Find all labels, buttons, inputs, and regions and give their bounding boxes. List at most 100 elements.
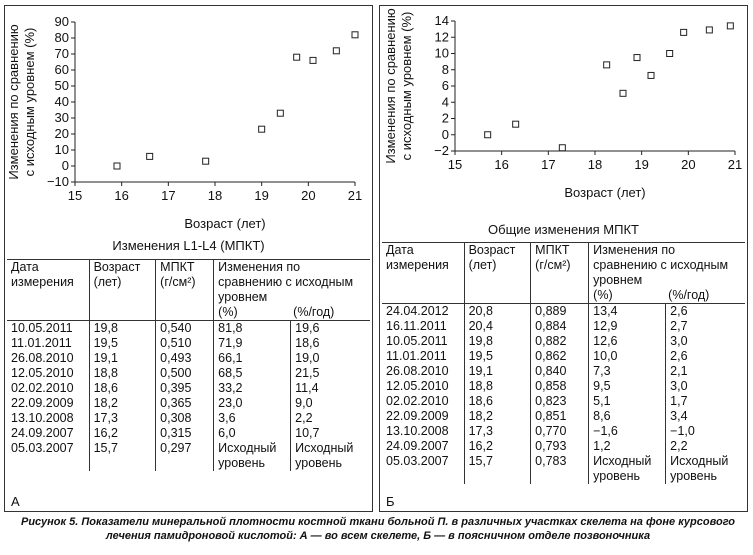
data-point	[558, 144, 566, 152]
x-axis-label: Возраст (лет)	[184, 216, 265, 231]
table-cell: 0,823	[530, 394, 589, 409]
table-header-cell: Изменения по сравнению с исходным уровне…	[213, 259, 370, 321]
table-cell: 19,5	[463, 349, 531, 364]
table-cell: 23,0	[213, 396, 291, 411]
table-cell: 15,7	[88, 441, 156, 471]
table-cell: 11,4	[290, 381, 370, 396]
y-tick-label: 0	[442, 127, 449, 142]
table-cell: 24.04.2012	[386, 304, 449, 318]
x-tick-label: 15	[68, 188, 82, 203]
table-cell: 26.08.2010	[386, 364, 449, 378]
table-cell: 2,7	[665, 319, 745, 334]
table-cell: 19,6	[290, 320, 370, 336]
data-point	[309, 56, 317, 64]
y-axis-label: Изменения по сравнениюс исходным уровнем…	[6, 24, 37, 180]
x-axis-label: Возраст (лет)	[564, 185, 645, 200]
table-row: 16.11.2011 20,4 0,884 12,9 2,7	[382, 319, 745, 334]
x-tick-label: 15	[448, 157, 462, 172]
table-row: 10.05.2011 19,8 0,882 12,6 3,0	[382, 334, 745, 349]
table-row: 05.03.2007 15,7 0,297 Исходный уровень Исход…	[7, 441, 370, 471]
data-point	[351, 31, 359, 39]
table-cell: 2,2	[290, 411, 370, 426]
data-point	[619, 89, 627, 97]
table-cell: 20,4	[463, 319, 531, 334]
table-row: 02.02.2010 18,6 0,395 33,2 11,4	[7, 381, 370, 396]
table-cell: 13,4	[588, 303, 666, 319]
table-cell: 0,851	[530, 409, 589, 424]
table-cell: 10.05.2011	[386, 334, 448, 348]
table-cell: 13.10.2008	[386, 424, 449, 438]
table-cell: 0,862	[530, 349, 589, 364]
table-cell: 2,1	[665, 364, 745, 379]
table-cell: 0,395	[155, 381, 214, 396]
y-tick-label: 50	[55, 78, 69, 93]
y-tick-label: 4	[442, 94, 449, 109]
table-cell: Исходный уровень	[588, 454, 666, 484]
table-cell: 0,365	[155, 396, 214, 411]
x-tick-label: 20	[301, 188, 315, 203]
y-tick-label: 6	[442, 78, 449, 93]
data-point	[258, 125, 266, 133]
table-cell: 0,858	[530, 379, 589, 394]
table-cell: 9,0	[290, 396, 370, 411]
table-header-row: Дата измерения Возраст (лет) МПКТ (г/см²) И…	[7, 259, 370, 321]
x-tick-label: 20	[681, 157, 695, 172]
table-cell: 66,1	[213, 351, 291, 366]
table-row: 22.09.2009 18,2 0,365 23,0 9,0	[7, 396, 370, 411]
table-row: 24.09.2007 16,2 0,315 6,0 10,7	[7, 426, 370, 441]
table-cell: 12.05.2010	[386, 379, 449, 393]
table-cell: 0,308	[155, 411, 214, 426]
table-cell: 3,0	[665, 379, 745, 394]
data-point	[726, 22, 734, 30]
table-cell: −1,6	[588, 424, 666, 439]
table-cell: Исходный уровень	[290, 441, 370, 471]
table-row: 10.05.2011 19,8 0,540 81,8 19,6	[7, 320, 370, 336]
table-cell: 02.02.2010	[11, 381, 74, 395]
table-cell: 1,7	[665, 394, 745, 409]
table-row: 24.09.2007 16,2 0,793 1,2 2,2	[382, 439, 745, 454]
data-point	[666, 50, 674, 57]
table-header-cell: Возраст (лет)	[88, 259, 156, 321]
table-cell: 05.03.2007	[11, 441, 74, 455]
y-axis-label: Изменения по сравнениюс исходным уровнем…	[383, 8, 414, 164]
y-tick-label: 30	[55, 110, 69, 125]
table-cell: 0,770	[530, 424, 589, 439]
table-cell: 16,2	[463, 439, 531, 454]
table-cell: 8,6	[588, 409, 666, 424]
table-cell: 12,9	[588, 319, 666, 334]
table-cell: 18,2	[88, 396, 156, 411]
panel-letter-a: А	[11, 494, 20, 509]
table-cell: 0,493	[155, 351, 214, 366]
y-tick-label: −2	[434, 143, 449, 158]
data-point	[113, 162, 121, 170]
table-cell: 2,6	[665, 349, 745, 364]
table-cell: 18,6	[463, 394, 531, 409]
table-cell: 17,3	[88, 411, 156, 426]
table-header-row: Дата измерения Возраст (лет) МПКТ (г/см²) И…	[382, 242, 745, 304]
table-cell: 2,6	[665, 303, 745, 319]
table-cell: 12,6	[588, 334, 666, 349]
table-cell: 9,5	[588, 379, 666, 394]
table-cell: 0,783	[530, 454, 589, 484]
chart-b-title: Общие изменения МПКТ	[488, 222, 639, 237]
x-tick-label: 18	[208, 188, 222, 203]
table-row: 26.08.2010 19,1 0,840 7,3 2,1	[382, 364, 745, 379]
table-cell: 18,8	[463, 379, 531, 394]
table-cell: 22.09.2009	[11, 396, 74, 410]
x-tick-label: 17	[541, 157, 555, 172]
data-point	[276, 109, 284, 117]
table-a: Дата измерения Возраст (лет) МПКТ (г/см²) И…	[7, 259, 370, 471]
table-cell: 71,9	[213, 336, 291, 351]
table-cell: 10,0	[588, 349, 666, 364]
data-point	[202, 157, 210, 165]
table-cell: 0,315	[155, 426, 214, 441]
panel-letter-b: Б	[386, 494, 395, 509]
table-cell: 02.02.2010	[386, 394, 449, 408]
table-cell: 24.09.2007	[386, 439, 449, 453]
y-tick-label: 2	[442, 111, 449, 126]
table-cell: 11.01.2011	[386, 349, 447, 363]
table-cell: 16.11.2011	[386, 319, 447, 333]
table-cell: 19,1	[463, 364, 531, 379]
table-row: 12.05.2010 18,8 0,858 9,5 3,0	[382, 379, 745, 394]
